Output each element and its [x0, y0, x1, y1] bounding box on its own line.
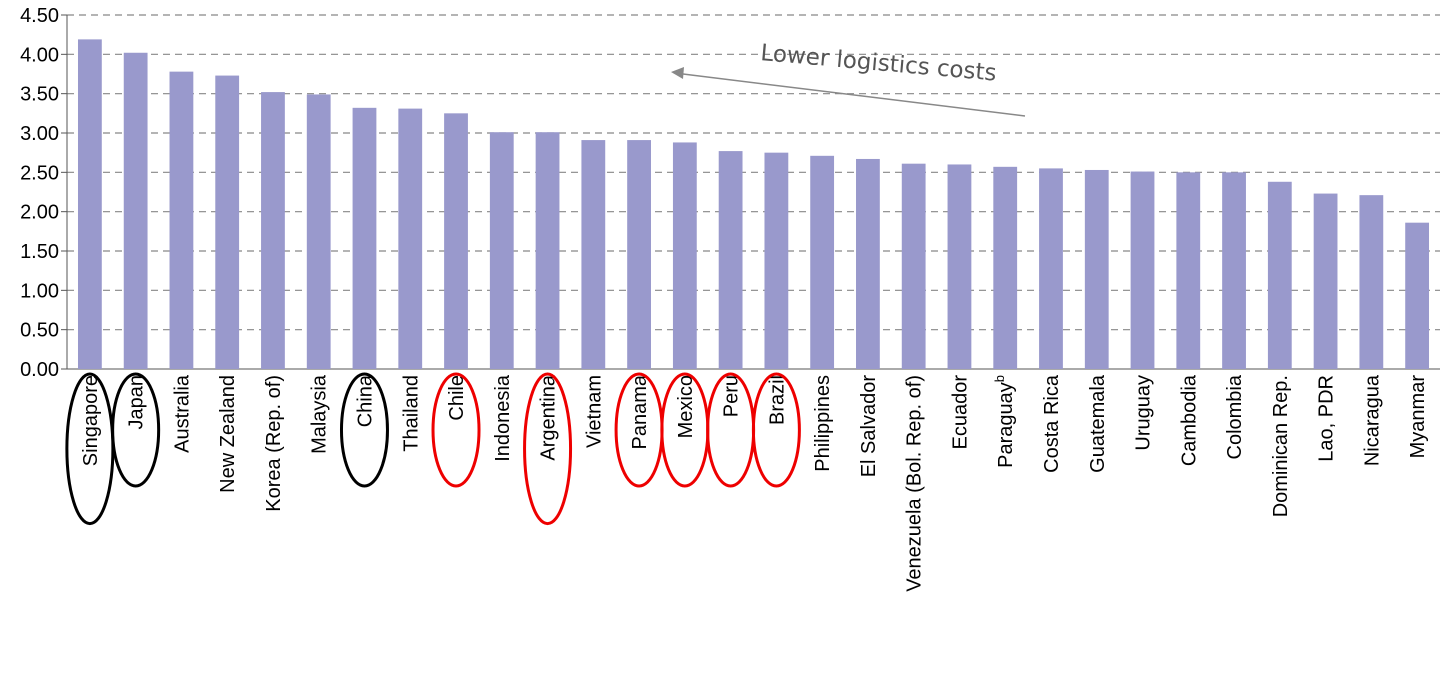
bar-cambodia: [1176, 172, 1201, 369]
x-tick-label: Malaysia: [309, 374, 331, 454]
bar-vietnam: [581, 140, 606, 369]
x-tick-label: El Salvador: [858, 375, 880, 478]
bar-peru: [718, 151, 743, 369]
y-tick-label: 4.50: [20, 5, 59, 27]
y-tick-label: 3.50: [20, 84, 59, 106]
bar-indonesia: [489, 132, 514, 369]
bar-el-salvador: [856, 158, 880, 369]
x-tick-label: Thailand: [400, 375, 422, 452]
gridlines: [67, 14, 1440, 331]
x-tick-label: Argentina: [538, 374, 560, 460]
x-tick-label: Mexico: [675, 375, 697, 438]
bar-uruguay: [1130, 171, 1155, 369]
bar-guatemala: [1084, 169, 1109, 369]
x-tick-label: Dominican Rep.: [1270, 375, 1292, 517]
x-tick-label: Colombia: [1224, 374, 1246, 459]
bar-argentina: [535, 132, 560, 369]
x-tick-label: Korea (Rep. of): [263, 375, 285, 512]
bar-mexico: [672, 142, 697, 369]
x-tick-label: Lao, PDR: [1316, 375, 1338, 462]
y-tick-label: 0.50: [20, 320, 59, 342]
bar-costa-rica: [1039, 168, 1063, 369]
x-tick-label: Myanmar: [1407, 375, 1429, 459]
x-tick-label: Venezuela (Bol. Rep. of): [904, 375, 926, 592]
x-tick-label: Cambodia: [1178, 374, 1200, 466]
bar-myanmar: [1405, 222, 1430, 369]
x-tick-label: Australia: [171, 374, 193, 453]
x-tick-label: Costa Rica: [1041, 374, 1063, 473]
x-tick-label: Chile: [446, 375, 468, 421]
bar-philippines: [810, 155, 835, 369]
bar-venezuela-bol-rep-of: [901, 163, 926, 369]
y-tick-label: 0.00: [20, 359, 59, 381]
highlight-circle-argentina: [523, 372, 573, 526]
axes: 0.00 0.50 1.00 1.50 2.00 2.50 3.00 3.50 4.00 4.50: [20, 5, 1440, 381]
x-tick-label: Philippines: [812, 375, 834, 472]
x-tick-label: Panama: [629, 374, 651, 449]
bar-malaysia: [306, 94, 331, 369]
bars: [77, 39, 1430, 370]
bar-dominican-rep: [1267, 181, 1292, 369]
bar-colombia: [1222, 172, 1246, 369]
bar-lao-pdr: [1313, 193, 1338, 369]
x-tick-label: China: [354, 374, 376, 427]
x-tick-label: Ecuador: [949, 375, 971, 450]
y-tick-label: 1.50: [20, 241, 59, 263]
bar-korea-rep-of: [261, 92, 285, 370]
x-tick-label: Peru: [721, 375, 743, 417]
bar-brazil: [764, 152, 789, 369]
bar-thailand: [398, 108, 423, 369]
y-tick-label: 1.00: [20, 280, 59, 302]
x-tick-label: Nicaragua: [1361, 374, 1383, 466]
highlight-circles: [65, 372, 801, 526]
bar-china: [352, 107, 377, 370]
bar-australia: [169, 71, 194, 369]
bar-nicaragua: [1359, 195, 1384, 369]
y-tick-label: 3.00: [20, 123, 59, 145]
highlight-circle-japan: [111, 372, 161, 488]
bar-ecuador: [947, 164, 972, 369]
highlight-circle-china: [339, 372, 389, 488]
bar-new-zealand: [215, 75, 240, 369]
y-tick-label: 2.00: [20, 202, 59, 224]
y-tick-label: 2.50: [20, 162, 59, 184]
highlight-circle-chile: [431, 372, 481, 488]
x-tick-label: Uruguay: [1133, 375, 1155, 451]
x-tick-label: Japan: [126, 375, 148, 430]
bar-panama: [627, 140, 651, 369]
x-tick-label: Singapore: [80, 375, 102, 466]
bar-paraguay: [993, 166, 1018, 369]
x-tick-label: Paraguayb: [992, 375, 1017, 468]
category-labels: Singapore Japan Australia New Zealand Korea …: [80, 374, 1429, 592]
bar-chile: [444, 113, 468, 369]
x-tick-label: Brazil: [766, 375, 788, 425]
annotation-text: Lower logistics costs: [759, 40, 997, 87]
annotation: Lower logistics costs: [671, 40, 1026, 117]
highlight-circle-brazil: [751, 372, 801, 488]
x-tick-label: Indonesia: [492, 374, 514, 462]
annotation-arrowhead: [671, 67, 684, 79]
x-tick-label: Guatemala: [1087, 374, 1109, 473]
bar-singapore: [77, 39, 102, 370]
x-tick-label: New Zealand: [217, 375, 239, 493]
bar-japan: [123, 52, 148, 369]
x-tick-label: Vietnam: [583, 375, 605, 448]
y-tick-label: 4.00: [20, 44, 59, 66]
annotation-arrow: [682, 73, 1026, 117]
